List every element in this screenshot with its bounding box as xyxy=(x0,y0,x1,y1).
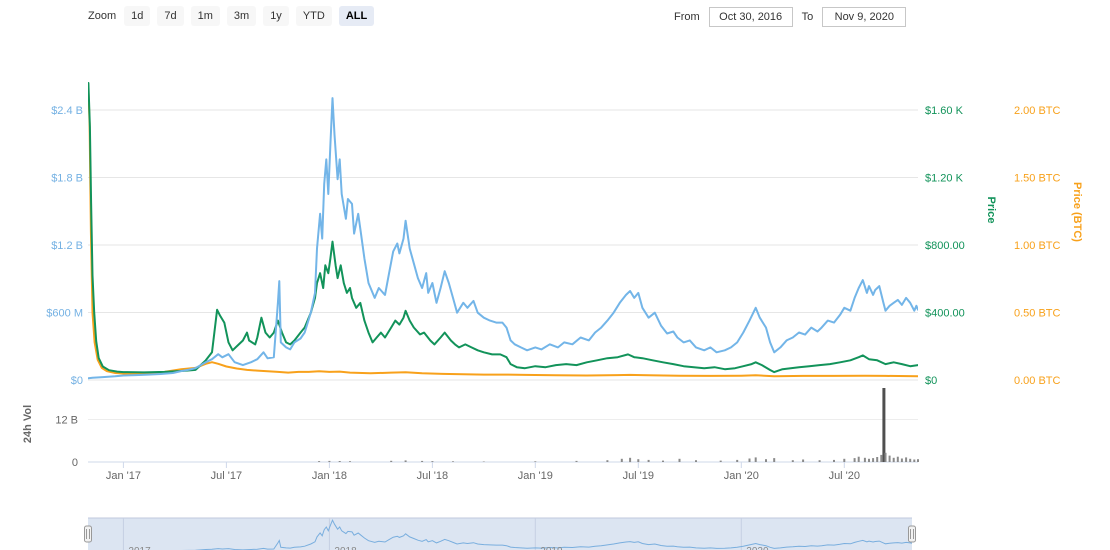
volume-bars xyxy=(318,388,919,463)
svg-text:Jan '19: Jan '19 xyxy=(518,470,553,482)
svg-text:Jul '19: Jul '19 xyxy=(623,470,654,482)
market-cap-axis-labels: $2.4 B $1.8 B $1.2 B $600 M $0 xyxy=(46,105,83,387)
svg-text:$1.20 K: $1.20 K xyxy=(925,173,964,185)
navigator[interactable]: 2017 2018 2019 2020 xyxy=(84,517,919,550)
svg-text:0.00 BTC: 0.00 BTC xyxy=(1014,375,1061,387)
zoom-button-3m[interactable]: 3m xyxy=(226,6,257,26)
svg-text:$1.2 B: $1.2 B xyxy=(51,240,83,252)
svg-text:Jan '18: Jan '18 xyxy=(312,470,347,482)
svg-text:12 B: 12 B xyxy=(55,415,78,427)
to-date-input[interactable] xyxy=(822,7,907,27)
x-axis-ticks xyxy=(122,462,845,468)
x-axis-labels: Jan '17 Jul '17 Jan '18 Jul '18 Jan '19 Jul '… xyxy=(106,470,860,482)
svg-text:$1.60 K: $1.60 K xyxy=(925,105,964,117)
svg-text:2018: 2018 xyxy=(334,546,357,550)
zoom-button-7d[interactable]: 7d xyxy=(157,6,184,26)
navigator-handle-right[interactable] xyxy=(908,525,916,543)
svg-text:$400.00: $400.00 xyxy=(925,308,965,320)
zoom-button-1d[interactable]: 1d xyxy=(124,6,151,26)
svg-text:$0: $0 xyxy=(71,375,83,387)
svg-text:$1.8 B: $1.8 B xyxy=(51,173,83,185)
to-label: To xyxy=(801,11,814,23)
main-gridlines xyxy=(88,109,918,381)
volume-axis-labels: 12 B 0 xyxy=(55,415,78,470)
zoom-label: Zoom xyxy=(88,10,117,22)
svg-text:2019: 2019 xyxy=(540,546,563,550)
svg-text:0: 0 xyxy=(72,457,78,469)
svg-text:$800.00: $800.00 xyxy=(925,240,965,252)
navigator-handle-left[interactable] xyxy=(84,525,92,543)
svg-text:1.00 BTC: 1.00 BTC xyxy=(1014,240,1061,252)
svg-text:0.50 BTC: 0.50 BTC xyxy=(1014,308,1061,320)
price-axis-title: Price xyxy=(985,197,997,224)
svg-text:1.50 BTC: 1.50 BTC xyxy=(1014,173,1061,185)
zoom-button-1y[interactable]: 1y xyxy=(263,6,289,26)
svg-text:$0: $0 xyxy=(925,375,937,387)
navigator-series-line xyxy=(181,518,912,550)
svg-text:Jan '17: Jan '17 xyxy=(106,470,141,482)
svg-text:$600 M: $600 M xyxy=(46,308,83,320)
svg-text:2017: 2017 xyxy=(128,546,151,550)
price-btc-line xyxy=(88,88,918,378)
price-btc-axis-title: Price (BTC) xyxy=(1071,182,1083,242)
zoom-button-ytd[interactable]: YTD xyxy=(295,6,332,26)
svg-text:$2.4 B: $2.4 B xyxy=(51,105,83,117)
price-axis-labels: $1.60 K $1.20 K $800.00 $400.00 $0 xyxy=(925,105,965,387)
svg-text:2.00 BTC: 2.00 BTC xyxy=(1014,105,1061,117)
zoom-toolbar: Zoom 1d 7d 1m 3m 1y YTD ALL xyxy=(88,6,375,26)
volume-axis-title: 24h Vol xyxy=(22,405,34,443)
from-label: From xyxy=(674,11,700,23)
zoom-button-1m[interactable]: 1m xyxy=(190,6,220,26)
navigator-year-labels: 2017 2018 2019 2020 xyxy=(128,546,769,550)
market-cap-line xyxy=(88,97,918,380)
svg-text:Jul '20: Jul '20 xyxy=(829,470,860,482)
zoom-button-all[interactable]: ALL xyxy=(338,6,375,26)
navigator-gridlines xyxy=(122,518,742,550)
svg-text:Jan '20: Jan '20 xyxy=(724,470,759,482)
date-range-controls: From To xyxy=(674,7,907,27)
price-usd-line xyxy=(88,82,918,374)
from-date-input[interactable] xyxy=(708,7,793,27)
svg-text:2020: 2020 xyxy=(746,546,769,550)
svg-text:Jul '18: Jul '18 xyxy=(417,470,448,482)
svg-text:Jul '17: Jul '17 xyxy=(211,470,242,482)
price-btc-axis-labels: 2.00 BTC 1.50 BTC 1.00 BTC 0.50 BTC 0.00 BTC xyxy=(1014,105,1061,387)
